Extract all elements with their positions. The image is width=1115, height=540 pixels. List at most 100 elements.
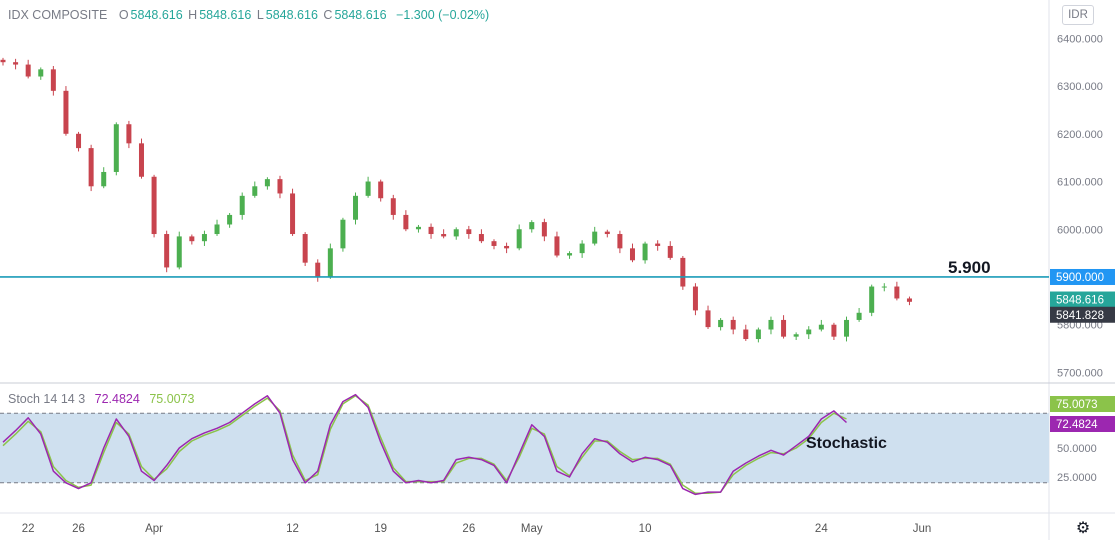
price-tick-label: 6200.000 xyxy=(1057,129,1103,141)
stochastic-annotation: Stochastic xyxy=(806,435,887,452)
price-tick-label: 5700.000 xyxy=(1057,367,1103,379)
low-value: 5848.616 xyxy=(265,8,318,22)
candle-body xyxy=(415,226,421,230)
time-tick-label: 10 xyxy=(639,523,652,535)
stoch-d-value: 75.0073 xyxy=(149,392,195,406)
stoch-value-label: 75.0073 xyxy=(1056,399,1098,411)
price-legend: IDX COMPOSITE O 5848.616 H 5848.616 L 5848.… xyxy=(8,8,491,22)
candle-body xyxy=(302,234,308,263)
candle-body xyxy=(667,245,673,258)
candle-body xyxy=(692,286,698,311)
candle-body xyxy=(138,143,144,177)
stoch-value-label: 72.4824 xyxy=(1056,419,1098,431)
candle-body xyxy=(340,219,346,249)
gear-icon[interactable]: ⚙ xyxy=(1075,520,1091,537)
candle-body xyxy=(277,179,283,194)
candle-body xyxy=(0,59,6,63)
candle-body xyxy=(76,133,82,149)
candle-body xyxy=(428,226,434,235)
candle-body xyxy=(126,124,132,144)
candle-body xyxy=(13,62,19,65)
candle-body xyxy=(592,231,598,244)
candle-body xyxy=(176,236,182,268)
candle-body xyxy=(466,229,472,235)
open-label: O xyxy=(118,8,129,22)
candle-body xyxy=(189,236,195,242)
time-tick-label: May xyxy=(521,523,543,535)
candle-body xyxy=(63,90,69,134)
time-tick-label: 12 xyxy=(286,523,299,535)
candle-body xyxy=(38,69,44,77)
candle-body xyxy=(604,231,610,235)
candle-body xyxy=(768,319,774,330)
price-tag-label: 5841.828 xyxy=(1056,310,1104,322)
candle-body xyxy=(327,248,333,277)
candle-body xyxy=(642,243,648,261)
time-tick-label: 26 xyxy=(72,523,85,535)
stoch-value-tag xyxy=(1050,396,1115,412)
candle-body xyxy=(818,324,824,330)
stoch-title[interactable]: Stoch 14 14 3 xyxy=(8,392,86,406)
price-tag-label: 5848.616 xyxy=(1056,295,1104,307)
candle-body xyxy=(541,222,547,237)
time-tick-label: 24 xyxy=(815,523,828,535)
time-tick-label: Jun xyxy=(913,523,932,535)
time-tick-label: 19 xyxy=(374,523,387,535)
stoch-value-tag xyxy=(1050,416,1115,432)
candle-body xyxy=(151,176,157,235)
stoch-legend: Stoch 14 14 3 72.4824 75.0073 xyxy=(8,392,197,406)
stoch-k-value: 72.4824 xyxy=(94,392,140,406)
price-tick-label: 6100.000 xyxy=(1057,177,1103,189)
candle-body xyxy=(113,124,119,172)
candle-body xyxy=(214,224,220,235)
candle-body xyxy=(567,253,573,256)
open-value: 5848.616 xyxy=(130,8,183,22)
candle-body xyxy=(743,329,749,340)
candle-body xyxy=(403,214,409,230)
close-value: 5848.616 xyxy=(334,8,387,22)
candle-body xyxy=(793,334,799,337)
candle-body xyxy=(290,193,296,235)
stoch-k-line xyxy=(2,393,848,496)
price-tag-close xyxy=(1050,306,1115,323)
candle-body xyxy=(844,319,850,337)
candle-body xyxy=(264,179,270,187)
candle-body xyxy=(529,222,535,230)
candle-body xyxy=(705,310,711,328)
candle-body xyxy=(579,243,585,254)
price-tick-label: 6300.000 xyxy=(1057,81,1103,93)
candle-body xyxy=(869,286,875,313)
time-tick-label: 26 xyxy=(462,523,475,535)
low-label: L xyxy=(256,8,264,22)
candle-body xyxy=(881,286,887,288)
time-tick-label: 22 xyxy=(22,523,35,535)
currency-button[interactable]: IDR xyxy=(1062,5,1094,25)
candle-body xyxy=(831,324,837,337)
candle-body xyxy=(101,171,107,187)
candle-body xyxy=(781,319,787,337)
candle-body xyxy=(718,319,724,328)
candle-body xyxy=(730,319,736,330)
stoch-tick-label: 50.0000 xyxy=(1057,443,1097,455)
candle-body xyxy=(227,214,233,225)
candle-body xyxy=(504,245,510,249)
price-tag-label: 5900.000 xyxy=(1056,272,1104,284)
candle-body xyxy=(315,262,321,277)
close-label: C xyxy=(323,8,333,22)
candle-body xyxy=(252,186,258,196)
candle-body xyxy=(378,181,384,199)
stoch-band xyxy=(0,413,1049,483)
candle-body xyxy=(617,234,623,249)
candle-body xyxy=(894,286,900,299)
candle-body xyxy=(491,241,497,246)
time-tick-label: Apr xyxy=(145,523,163,535)
candle-body xyxy=(390,198,396,215)
candle-body xyxy=(680,257,686,287)
change-value: −1.300 (−0.02%) xyxy=(396,8,490,22)
candle-body xyxy=(554,236,560,256)
symbol-name[interactable]: IDX COMPOSITE xyxy=(8,8,108,22)
candle-body xyxy=(478,234,484,242)
price-tag-resistance xyxy=(1050,268,1115,285)
